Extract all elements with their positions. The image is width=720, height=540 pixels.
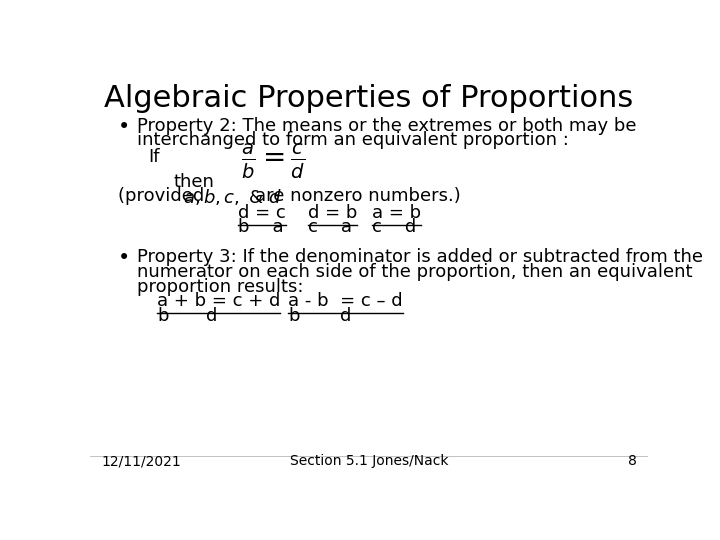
Text: a + b = c + d: a + b = c + d xyxy=(157,292,280,310)
Text: d = c: d = c xyxy=(238,204,286,222)
Text: 8: 8 xyxy=(628,454,637,468)
Text: 12/11/2021: 12/11/2021 xyxy=(101,454,181,468)
Text: c    a: c a xyxy=(307,218,351,236)
Text: $\frac{a}{b} = \frac{c}{d}$: $\frac{a}{b} = \frac{c}{d}$ xyxy=(240,141,305,181)
Text: a - b  = c – d: a - b = c – d xyxy=(288,292,402,310)
Text: b    a: b a xyxy=(238,218,284,236)
Text: d: d xyxy=(206,307,217,325)
Text: Algebraic Properties of Proportions: Algebraic Properties of Proportions xyxy=(104,84,634,112)
Text: If: If xyxy=(148,148,160,166)
Text: $a, b, c,$ & $d$: $a, b, c,$ & $d$ xyxy=(183,187,282,207)
Text: numerator on each side of the proportion, then an equivalent: numerator on each side of the proportion… xyxy=(138,263,693,281)
Text: Property 2: The means or the extremes or both may be: Property 2: The means or the extremes or… xyxy=(138,117,637,135)
Text: interchanged to form an equivalent proportion :: interchanged to form an equivalent propo… xyxy=(138,131,570,150)
Text: b: b xyxy=(157,307,168,325)
Text: •: • xyxy=(118,117,130,137)
Text: Property 3: If the denominator is added or subtracted from the: Property 3: If the denominator is added … xyxy=(138,248,703,266)
Text: Section 5.1 Jones/Nack: Section 5.1 Jones/Nack xyxy=(289,454,449,468)
Text: d = b: d = b xyxy=(307,204,357,222)
Text: •: • xyxy=(118,248,130,268)
Text: proportion results:: proportion results: xyxy=(138,278,304,296)
Text: c    d: c d xyxy=(372,218,416,236)
Text: are nonzero numbers.): are nonzero numbers.) xyxy=(255,187,460,205)
Text: (provided: (provided xyxy=(118,187,210,205)
Text: then: then xyxy=(174,173,215,191)
Text: d: d xyxy=(340,307,351,325)
Text: b: b xyxy=(288,307,300,325)
Text: a = b: a = b xyxy=(372,204,421,222)
